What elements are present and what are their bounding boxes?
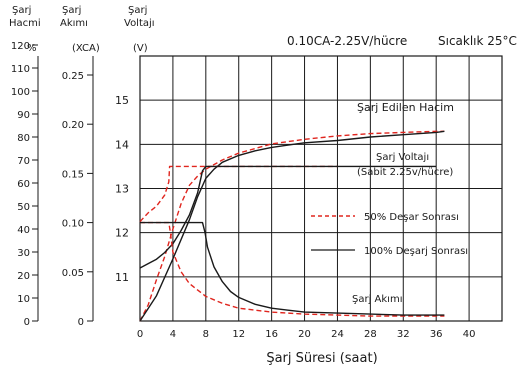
voltage-heading-line1: Şarj [128,5,147,16]
capacity-tick-label: 20 [17,271,30,282]
series-layer [139,130,445,322]
x-tick-label: 40 [463,329,476,340]
legend-dashed-label: 50% Deşar Sonrası [364,212,459,223]
legend-solid-label: 100% Deşarj Sonrası [364,246,468,257]
current-tick-label: 0.10 [62,219,84,230]
capacity-heading-line1: Şarj [12,5,31,16]
capacity-tick-label: 40 [17,225,30,236]
voltage-unit-label: (V) [133,43,148,54]
current-unit-label: (XCA) [72,43,100,54]
current-heading-line2: Akımı [60,18,88,29]
voltage-heading-line2: Voltajı [124,18,155,29]
x-tick-label: 12 [232,329,245,340]
current-100-curve [140,221,445,316]
current-axis: 0 0.05 0.10 0.15 0.20 0.25 [62,56,94,328]
charge-condition-label: 0.10CA-2.25V/hücre [287,34,407,48]
voltage-tick-label: 13 [115,183,129,196]
capacity-tick-label: 110 [11,64,30,75]
capacity-tick-label: 10 [17,294,30,305]
x-tick-label: 4 [170,329,176,340]
voltage-50-curve [139,165,338,223]
capacity-annotation: Şarj Edilen Hacim [357,101,454,114]
current-tick-label: 0.25 [62,71,84,82]
capacity-tick-label: 60 [17,179,30,190]
x-tick-label: 8 [203,329,209,340]
current-tick-label: 0 [78,317,84,328]
capacity-tick-label: 70 [17,156,30,167]
capacity-unit-label: % [27,43,37,54]
capacity-tick-label: 30 [17,248,30,259]
x-tick-label: 20 [298,329,311,340]
x-axis: 0 4 8 12 16 20 24 28 32 36 40 [137,329,476,340]
legend: 50% Deşar Sonrası 100% Deşarj Sonrası [311,212,468,257]
capacity-100-curve [139,130,445,322]
voltage-note-annotation: (Sabit 2.25v/hücre) [357,167,453,178]
voltage-100-curve [139,165,437,269]
current-annotation: Şarj Akımı [352,294,402,305]
capacity-axis: 0 10 20 30 40 50 60 70 80 90 100 110 120 [11,41,39,328]
voltage-tick-label: 15 [115,94,129,107]
current-tick-label: 0.05 [62,268,84,279]
capacity-tick-label: 80 [17,133,30,144]
capacity-tick-label: 120 [11,41,30,52]
capacity-tick-label: 90 [17,110,30,121]
x-axis-label: Şarj Süresi (saat) [266,351,377,366]
x-tick-label: 0 [137,329,143,340]
x-tick-label: 32 [397,329,410,340]
current-heading-line1: Şarj [62,5,81,16]
capacity-heading-line2: Hacmi [9,18,41,29]
voltage-tick-label: 12 [115,227,129,240]
x-tick-label: 16 [265,329,278,340]
current-tick-label: 0.20 [62,120,84,131]
x-tick-label: 24 [331,329,344,340]
x-tick-label: 28 [364,329,377,340]
capacity-tick-label: 100 [11,87,30,98]
capacity-tick-label: 50 [17,202,30,213]
capacity-tick-label: 0 [24,317,30,328]
current-tick-label: 0.15 [62,169,84,180]
voltage-tick-label: 11 [115,271,129,284]
grid [140,56,502,321]
voltage-axis: 11 12 13 14 15 [115,94,129,284]
x-tick-label: 36 [430,329,443,340]
voltage-annotation: Şarj Voltajı [376,152,429,163]
voltage-tick-label: 14 [115,138,129,151]
temperature-label: Sıcaklık 25°C [438,34,517,48]
